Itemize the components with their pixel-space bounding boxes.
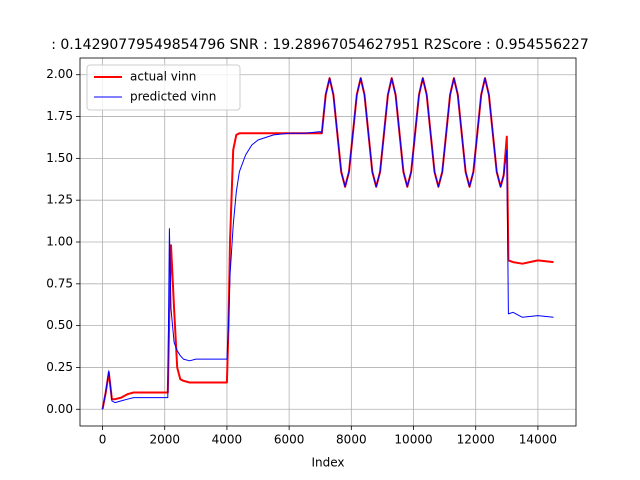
- y-tick-label: 0.75: [46, 276, 73, 290]
- y-tick-label: 1.25: [46, 193, 73, 207]
- x-tick-label: 2000: [149, 433, 180, 447]
- x-tick-label: 4000: [212, 433, 243, 447]
- y-tick-label: 1.00: [46, 235, 73, 249]
- x-tick-label: 12000: [457, 433, 495, 447]
- x-axis-label: Index: [311, 456, 344, 470]
- data-line: [102, 77, 554, 410]
- x-tick-label: 14000: [519, 433, 557, 447]
- y-tick-label: 1.50: [46, 151, 73, 165]
- legend-label: predicted vinn: [130, 90, 216, 104]
- legend-box: [86, 64, 241, 111]
- x-tick-label: 6000: [274, 433, 305, 447]
- legend-label: actual vinn: [130, 70, 196, 84]
- y-tick-label: 0.25: [46, 360, 73, 374]
- chart-title: : 0.14290779549854796 SNR : 19.289670546…: [51, 37, 589, 53]
- x-tick-label: 8000: [336, 433, 367, 447]
- y-tick-label: 2.00: [46, 67, 73, 81]
- x-tick-label: 0: [99, 433, 107, 447]
- y-tick-label: 0.00: [46, 402, 73, 416]
- x-tick-label: 10000: [394, 433, 432, 447]
- y-tick-label: 1.75: [46, 109, 73, 123]
- plot-frame: [79, 57, 577, 427]
- y-tick-label: 0.50: [46, 318, 73, 332]
